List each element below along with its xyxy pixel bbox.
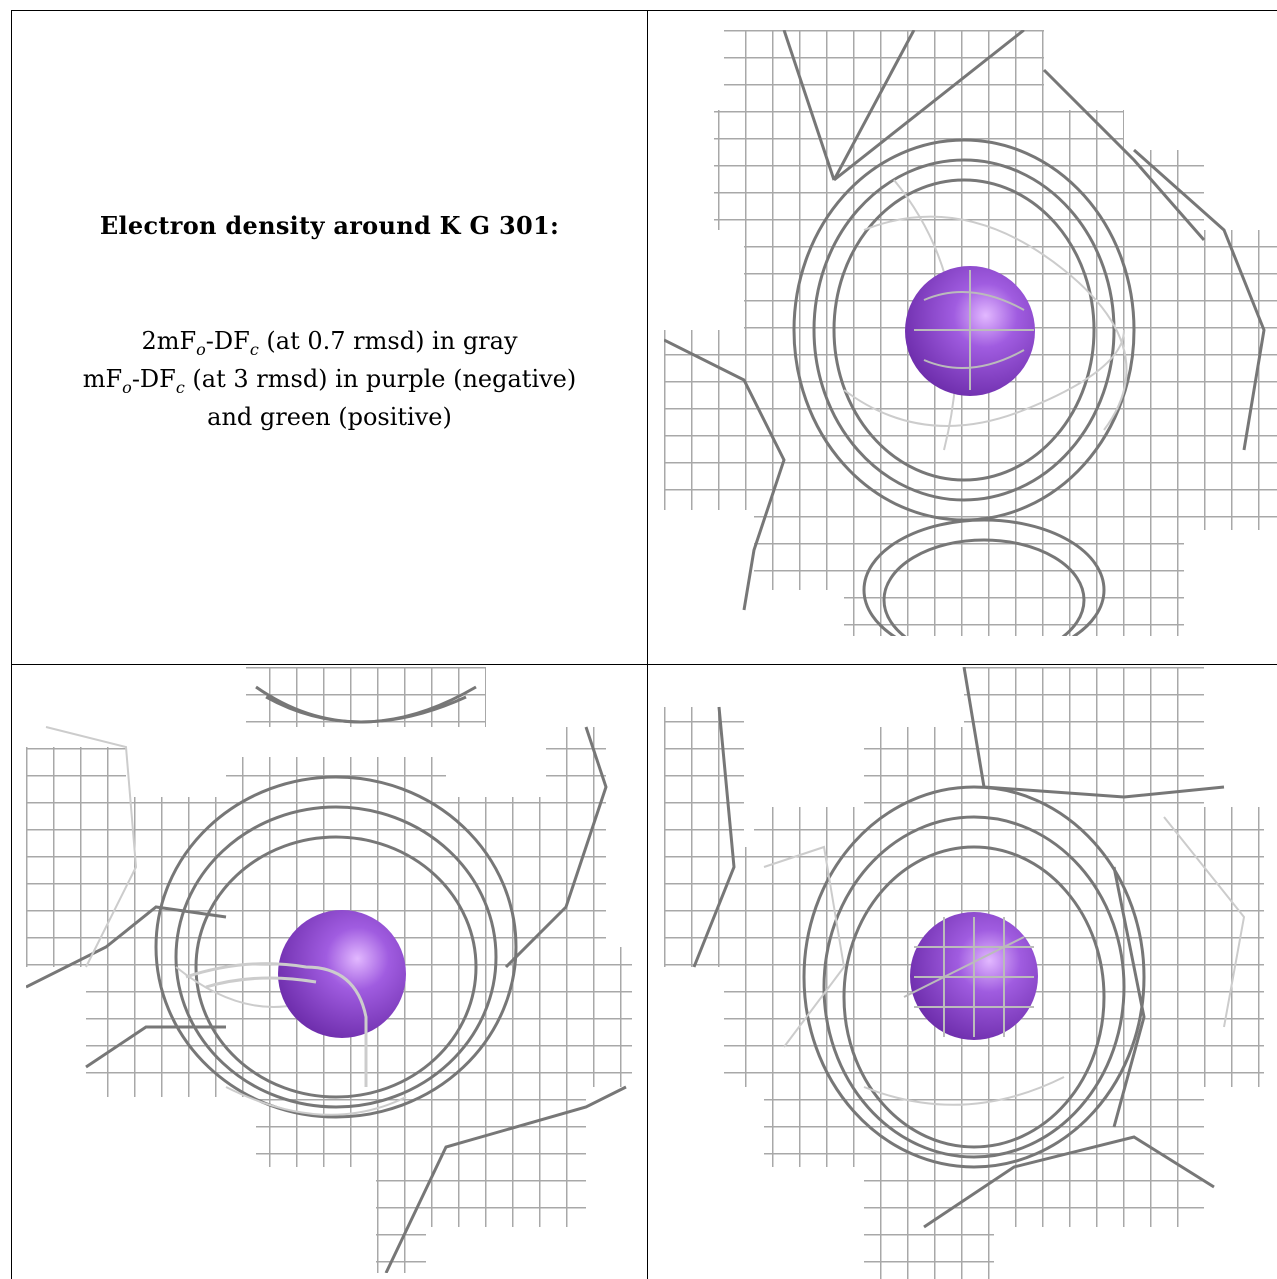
- density-mesh-svg-3: [664, 667, 1264, 1279]
- caption-cell: Electron density around K G 301: 2mFo-DF…: [12, 11, 647, 664]
- mesh-contours-3: [692, 667, 1225, 1229]
- mesh-contours-1: [664, 30, 1266, 636]
- mesh-over-atom-1: [914, 270, 1034, 390]
- density-mesh-svg-2: [26, 667, 632, 1273]
- potassium-atom-sphere-2: [278, 910, 406, 1038]
- mesh-light-lines-3: [763, 816, 1246, 1106]
- caption-line-colors: and green (positive): [207, 403, 452, 431]
- caption-line-fofc: mFo-DFc (at 3 rmsd) in purple (negative): [82, 365, 577, 397]
- table-border-row: [11, 664, 1277, 665]
- mesh-contours-2: [26, 685, 627, 1273]
- table-border-left: [11, 10, 12, 1279]
- mesh-over-atom-3: [903, 917, 1034, 1037]
- density-view-1: [664, 30, 1277, 636]
- figure-table: Electron density around K G 301: 2mFo-DF…: [11, 10, 1277, 1279]
- mesh-over-atom-2: [185, 962, 368, 1087]
- density-view-3: [664, 667, 1277, 1279]
- table-border-middle: [647, 10, 648, 1279]
- table-border-top: [11, 10, 1277, 11]
- caption-title: Electron density around K G 301:: [99, 211, 560, 240]
- caption-line-2fofc: 2mFo-DFc (at 0.7 rmsd) in gray: [141, 327, 518, 359]
- density-view-2: [26, 667, 632, 1273]
- caption-body: 2mFo-DFc (at 0.7 rmsd) in gray mFo-DFc (…: [83, 322, 577, 436]
- density-mesh-svg-1: [664, 30, 1277, 636]
